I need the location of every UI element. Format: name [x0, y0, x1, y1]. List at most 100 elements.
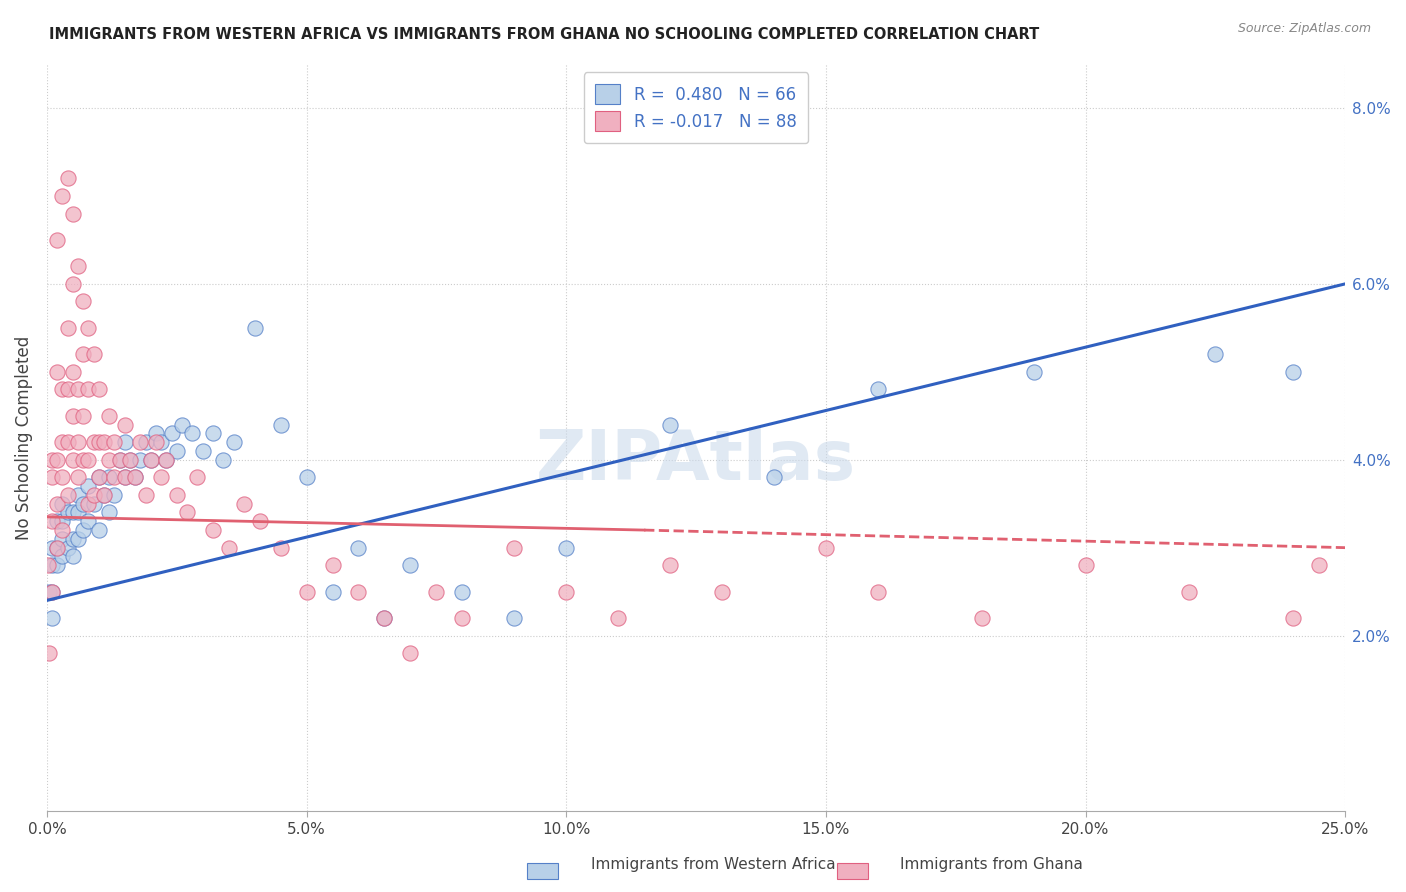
Point — [166, 444, 188, 458]
Point — [62, 277, 84, 291]
Point — [108, 452, 131, 467]
Point — [56, 541, 79, 555]
Point — [56, 506, 79, 520]
Point — [72, 294, 94, 309]
Point — [51, 549, 73, 564]
Point — [37, 558, 59, 573]
Point — [222, 435, 245, 450]
Point — [51, 383, 73, 397]
Point — [51, 532, 73, 546]
Text: Immigrants from Ghana: Immigrants from Ghana — [900, 857, 1083, 872]
Point — [62, 365, 84, 379]
Point — [51, 435, 73, 450]
Text: IMMIGRANTS FROM WESTERN AFRICA VS IMMIGRANTS FROM GHANA NO SCHOOLING COMPLETED C: IMMIGRANTS FROM WESTERN AFRICA VS IMMIGR… — [49, 27, 1039, 42]
Point — [67, 532, 90, 546]
Point — [77, 514, 100, 528]
Point — [41, 584, 63, 599]
Point — [607, 611, 630, 625]
Point — [114, 435, 136, 450]
Y-axis label: No Schooling Completed: No Schooling Completed — [15, 335, 32, 540]
Point — [41, 611, 63, 625]
Point — [243, 321, 266, 335]
Point — [62, 206, 84, 220]
Point — [118, 452, 141, 467]
Point — [659, 417, 682, 432]
Point — [711, 584, 734, 599]
Point — [762, 470, 785, 484]
Point — [51, 514, 73, 528]
Point — [1308, 558, 1330, 573]
Point — [67, 435, 90, 450]
Point — [270, 417, 292, 432]
Point — [451, 584, 474, 599]
Point — [87, 435, 110, 450]
Point — [451, 611, 474, 625]
Point — [135, 435, 157, 450]
Point — [46, 514, 69, 528]
Point — [970, 611, 993, 625]
Point — [129, 435, 152, 450]
Point — [347, 584, 370, 599]
Point — [72, 523, 94, 537]
Point — [93, 488, 115, 502]
Point — [98, 452, 121, 467]
Point — [166, 488, 188, 502]
Point — [108, 452, 131, 467]
Point — [98, 470, 121, 484]
Point — [1282, 611, 1305, 625]
Point — [62, 452, 84, 467]
Point — [38, 584, 60, 599]
Point — [77, 497, 100, 511]
Point — [814, 541, 837, 555]
Point — [129, 452, 152, 467]
Point — [83, 435, 105, 450]
Point — [1204, 347, 1226, 361]
Legend: R =  0.480   N = 66, R = -0.017   N = 88: R = 0.480 N = 66, R = -0.017 N = 88 — [583, 72, 808, 143]
Point — [186, 470, 208, 484]
Point — [373, 611, 395, 625]
Point — [77, 479, 100, 493]
Point — [103, 488, 125, 502]
Point — [555, 541, 578, 555]
Point — [866, 383, 889, 397]
Point — [56, 488, 79, 502]
Point — [72, 347, 94, 361]
Point — [83, 497, 105, 511]
Point — [155, 452, 177, 467]
Point — [51, 497, 73, 511]
Point — [150, 470, 173, 484]
Point — [249, 514, 271, 528]
Point — [114, 470, 136, 484]
Point — [103, 470, 125, 484]
Point — [87, 523, 110, 537]
Point — [425, 584, 447, 599]
Point — [212, 452, 235, 467]
Point — [83, 347, 105, 361]
Point — [1074, 558, 1097, 573]
Point — [399, 558, 422, 573]
Point — [56, 321, 79, 335]
Point — [46, 541, 69, 555]
Point — [270, 541, 292, 555]
Point — [1022, 365, 1045, 379]
Point — [145, 426, 167, 441]
Point — [62, 532, 84, 546]
Point — [72, 497, 94, 511]
Point — [87, 470, 110, 484]
Point — [41, 558, 63, 573]
Point — [124, 470, 146, 484]
Text: ZIPAtlas: ZIPAtlas — [536, 426, 856, 493]
Point — [124, 470, 146, 484]
Point — [170, 417, 193, 432]
Point — [41, 584, 63, 599]
Point — [77, 452, 100, 467]
Text: Source: ZipAtlas.com: Source: ZipAtlas.com — [1237, 22, 1371, 36]
Point — [72, 409, 94, 423]
Point — [72, 452, 94, 467]
Point — [191, 444, 214, 458]
Point — [503, 541, 526, 555]
Point — [295, 584, 318, 599]
Point — [155, 452, 177, 467]
Point — [46, 452, 69, 467]
Point — [62, 549, 84, 564]
